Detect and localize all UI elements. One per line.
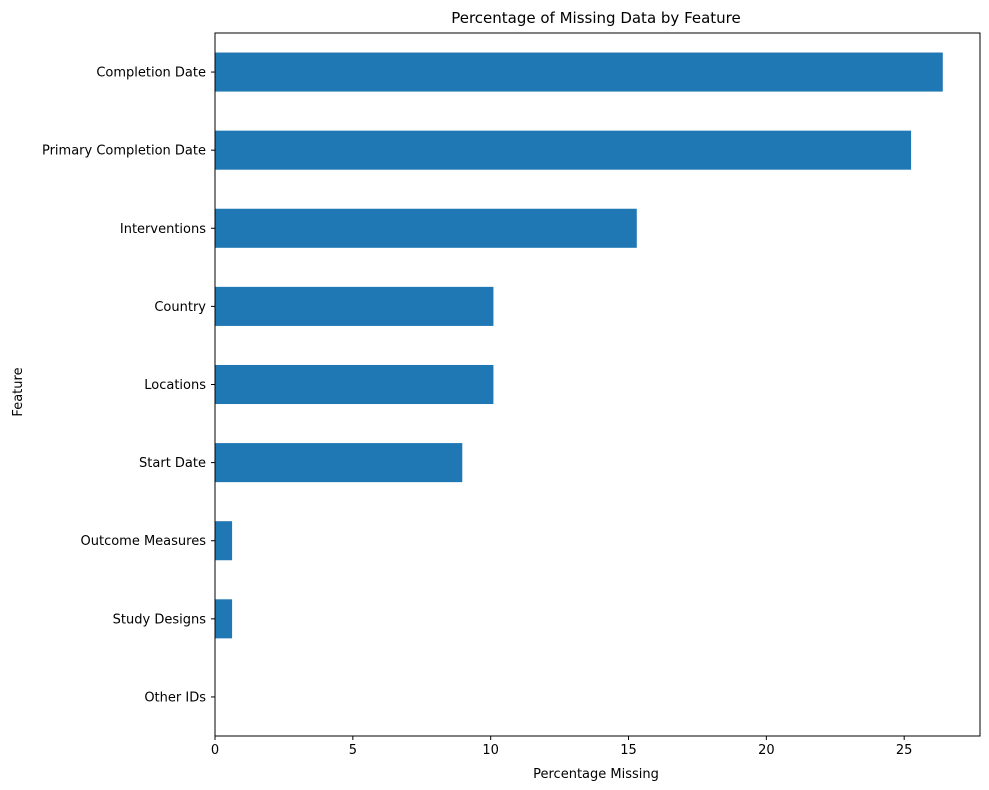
y-tick-label: Study Designs — [113, 612, 207, 627]
y-tick-label: Interventions — [120, 222, 206, 237]
bar — [215, 443, 463, 483]
y-tick-label: Start Date — [139, 456, 206, 471]
bar — [215, 364, 494, 405]
plot-area: Completion Date Primary Completion Date In… — [42, 32, 981, 758]
bar — [215, 52, 943, 92]
x-tick-label: 0 — [211, 743, 219, 758]
bar — [215, 599, 233, 639]
x-axis-label: Percentage Missing — [533, 767, 659, 782]
x-tick-label: 20 — [758, 743, 775, 758]
x-tick-label: 15 — [620, 743, 637, 758]
y-tick-label: Outcome Measures — [81, 534, 207, 549]
bar — [215, 208, 637, 248]
y-tick-label: Completion Date — [96, 66, 206, 81]
bar — [215, 521, 233, 561]
bar — [215, 286, 494, 326]
y-axis-label: Feature — [11, 367, 26, 416]
y-tick-label: Locations — [144, 378, 206, 393]
x-tick-label: 25 — [896, 743, 913, 758]
y-tick-label: Country — [154, 300, 206, 315]
axes-frame — [214, 32, 981, 737]
bar — [215, 130, 912, 170]
chart-title: Percentage of Missing Data by Feature — [451, 9, 741, 27]
y-tick-label: Other IDs — [144, 690, 206, 705]
y-tick-label: Primary Completion Date — [42, 144, 206, 159]
x-tick-label: 10 — [482, 743, 499, 758]
x-tick-label: 5 — [349, 743, 357, 758]
